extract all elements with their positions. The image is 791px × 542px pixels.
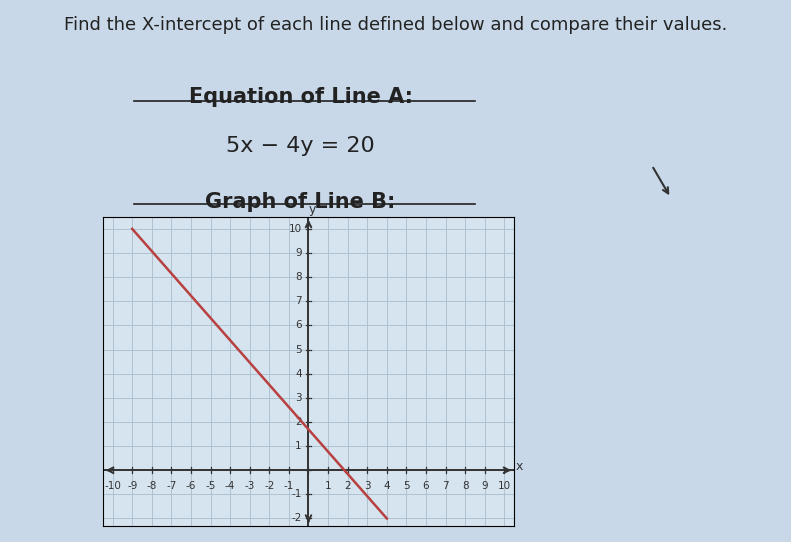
Text: Equation of Line A:: Equation of Line A: [188,87,413,107]
Text: -8: -8 [146,481,157,491]
Text: 6: 6 [422,481,430,491]
Text: -9: -9 [127,481,138,491]
Text: 3: 3 [364,481,370,491]
Text: 4: 4 [384,481,390,491]
Text: -3: -3 [244,481,255,491]
Text: 10: 10 [289,224,301,234]
Text: 7: 7 [295,296,301,306]
Text: x: x [516,460,524,473]
Text: -7: -7 [166,481,176,491]
Text: 2: 2 [295,417,301,427]
Text: 2: 2 [344,481,351,491]
Text: 9: 9 [295,248,301,258]
Text: -6: -6 [186,481,196,491]
Text: 4: 4 [295,369,301,379]
Text: -1: -1 [284,481,294,491]
Text: Find the X-intercept of each line defined below and compare their values.: Find the X-intercept of each line define… [64,16,727,35]
Text: -5: -5 [206,481,216,491]
Text: Graph of Line B:: Graph of Line B: [206,191,396,211]
Text: y: y [308,203,316,216]
Text: -4: -4 [225,481,236,491]
Text: 8: 8 [462,481,468,491]
Text: 6: 6 [295,320,301,331]
Text: 3: 3 [295,393,301,403]
Text: 9: 9 [482,481,488,491]
Text: 5x − 4y = 20: 5x − 4y = 20 [226,136,375,156]
Text: 7: 7 [442,481,449,491]
Text: 1: 1 [295,441,301,451]
Text: -2: -2 [264,481,274,491]
Text: -10: -10 [104,481,121,491]
Text: -1: -1 [291,489,301,499]
Text: -2: -2 [291,513,301,524]
Text: 10: 10 [498,481,511,491]
Text: 5: 5 [403,481,410,491]
Text: 1: 1 [325,481,331,491]
Text: 8: 8 [295,272,301,282]
Text: 5: 5 [295,345,301,354]
